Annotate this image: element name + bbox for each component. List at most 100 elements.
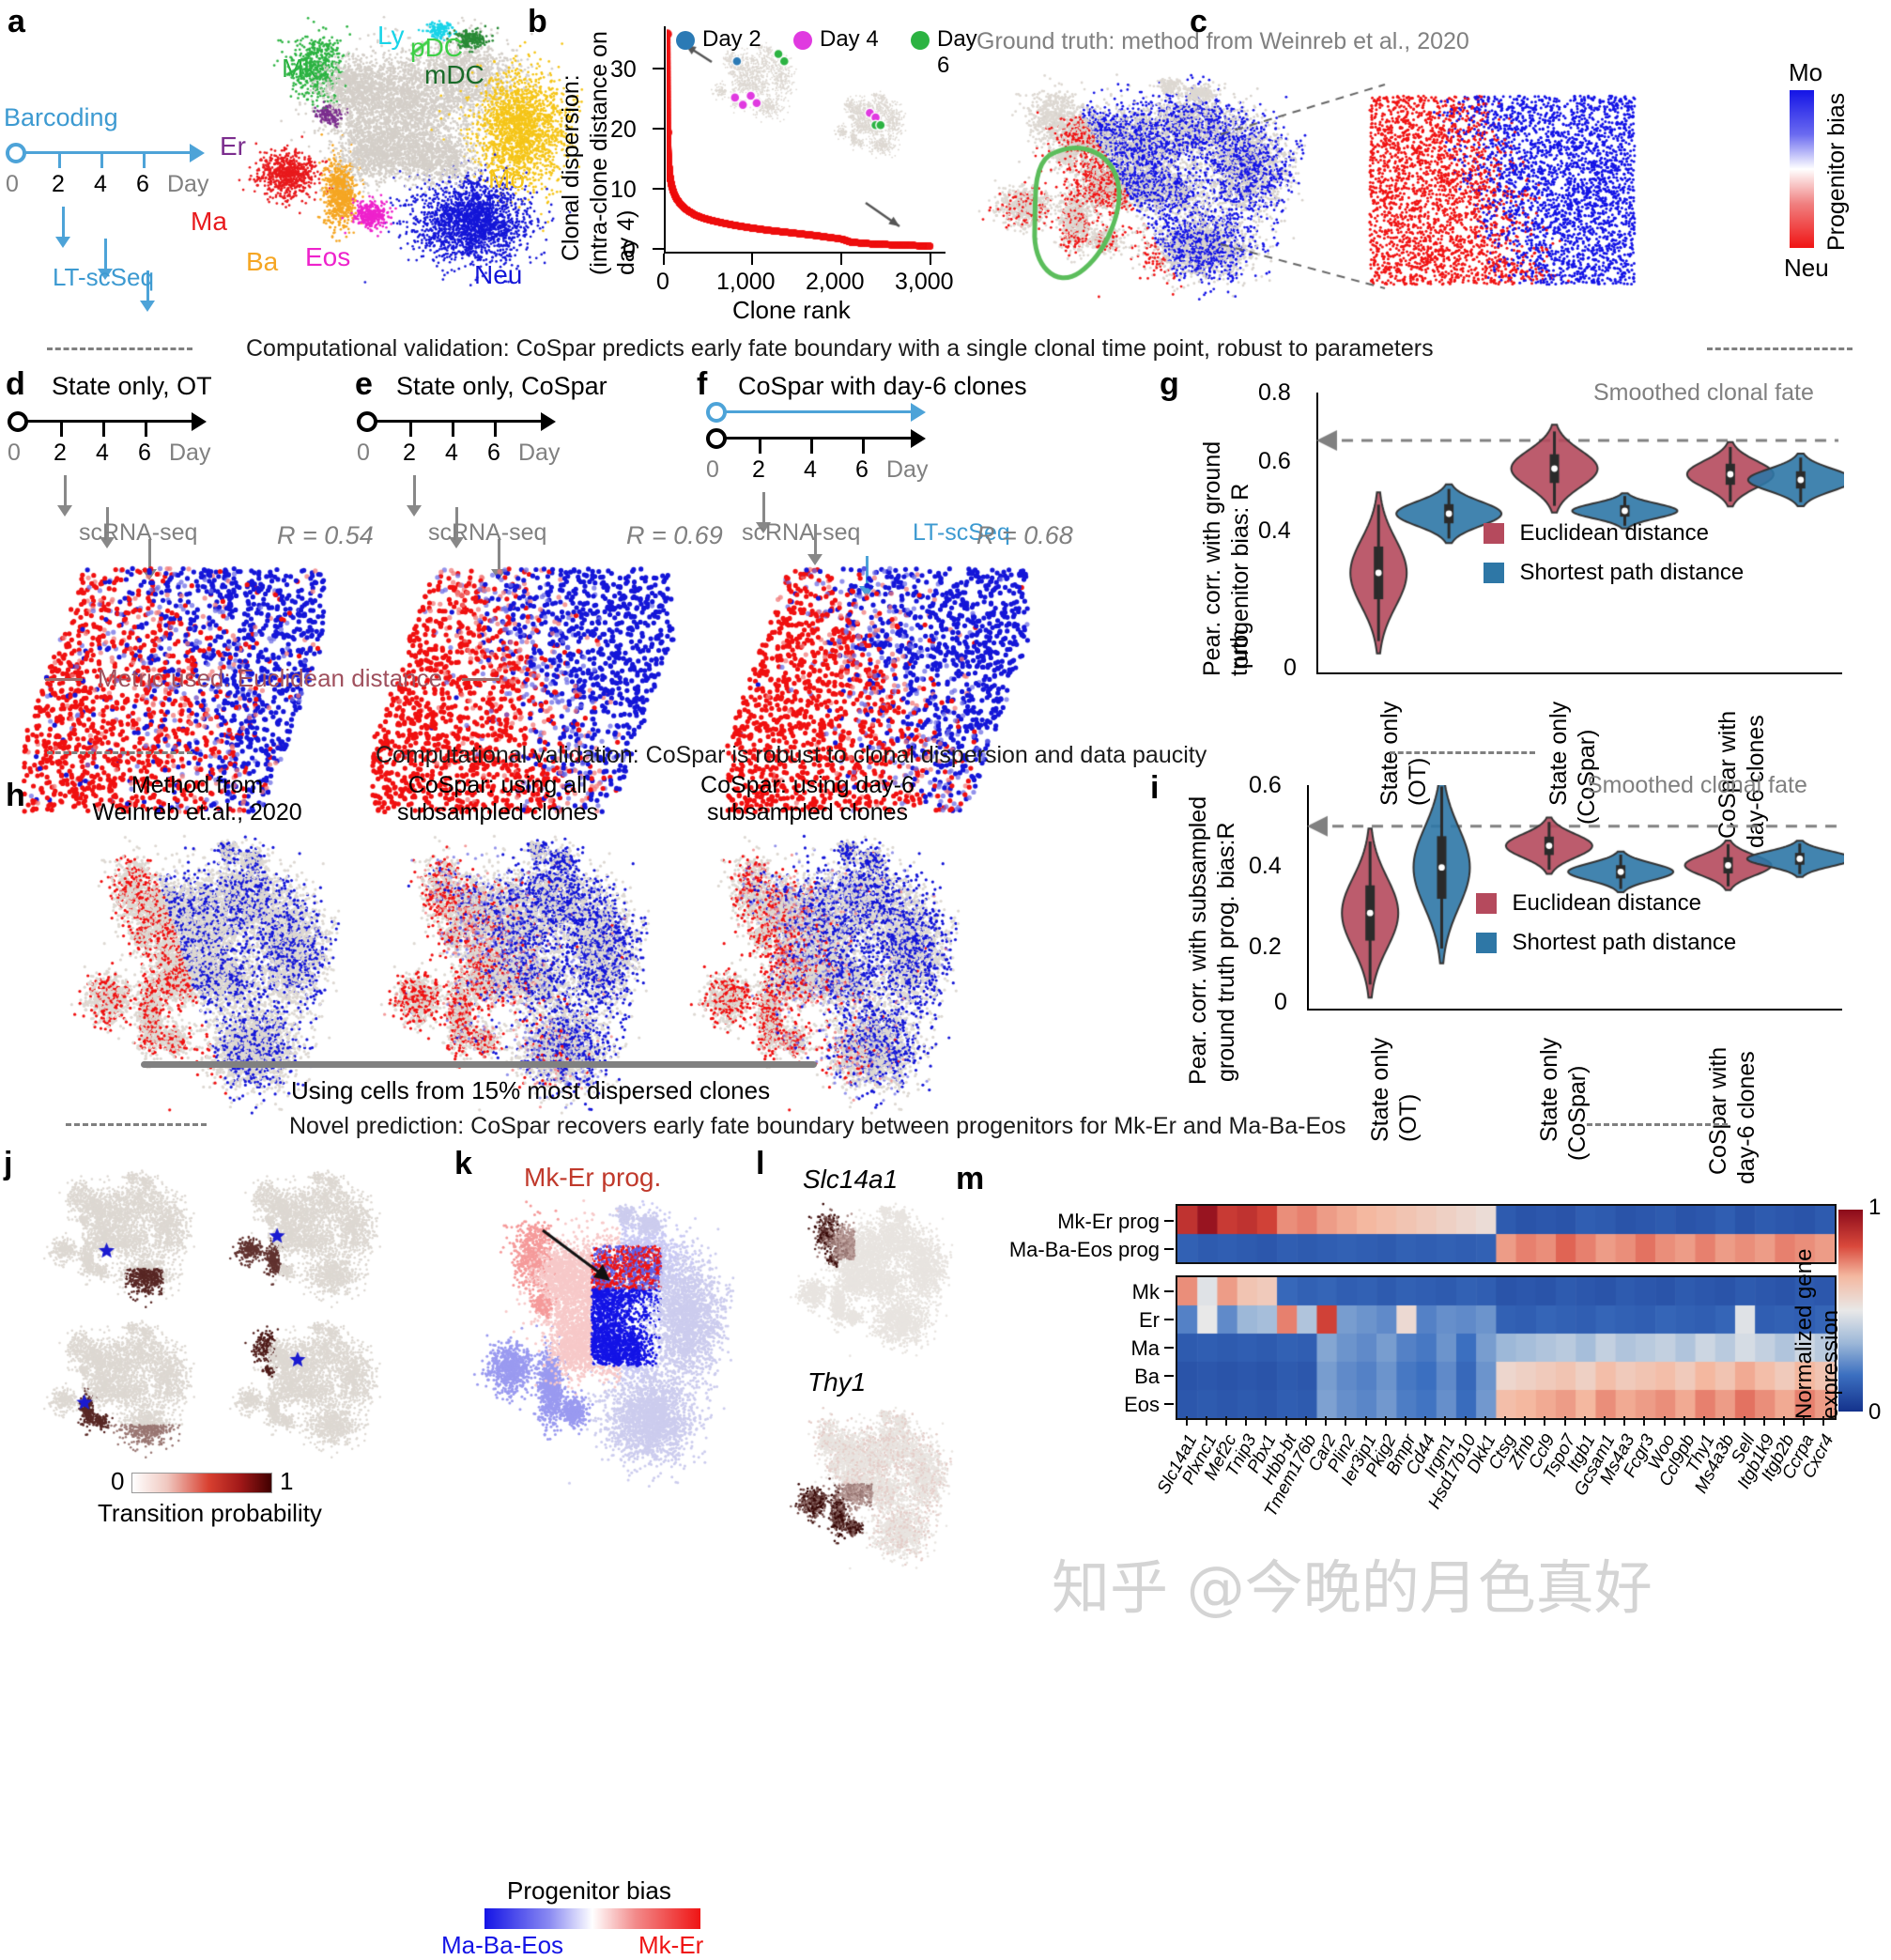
- panel-h-umap-weinreb: [38, 826, 347, 1136]
- panel-h-subtitle-1: CoSpar: using all subsampled clones: [396, 772, 598, 826]
- timeline-label-6: 6: [855, 456, 869, 483]
- timeline-label-6: 6: [487, 440, 500, 466]
- panel-g-legend-swatch-euclidean: [1484, 523, 1504, 544]
- panel-b-xtick-3000: [930, 254, 931, 265]
- timeline-tick-2: [58, 153, 61, 168]
- panel-i-xgroup-0-line2: (OT): [1395, 1093, 1422, 1142]
- timeline-tick-6: [862, 439, 865, 454]
- panel-c-colorbar-bottom-label: Neu: [1784, 254, 1829, 282]
- panel-e-title: State only, CoSpar: [396, 372, 607, 400]
- label-Ba: Ba: [246, 247, 279, 276]
- label-pDC: pDC: [410, 33, 464, 62]
- panel-f-R-value: R = 0.68: [976, 521, 1073, 549]
- panel-m-rowtick-1: [1164, 1248, 1174, 1250]
- panel-b-tick-10: [653, 188, 664, 190]
- panel-m-gene-tick: [1464, 1416, 1467, 1426]
- panel-k-annotation: Mk-Er prog.: [524, 1163, 662, 1192]
- panel-c-colorbar-top-label: Mo: [1789, 58, 1823, 86]
- panel-g-ytick-0.8: 0.8: [1258, 379, 1291, 406]
- panel-b-xaxis: [664, 252, 946, 254]
- panel-c-letter: c: [1190, 4, 1207, 39]
- panel-m-gene-labels: Slc14a1 Plxnc1 Mef2c Tnip3 Pbx1 Hbb-bt Tmem176…: [1153, 1416, 1889, 1612]
- panel-m-gene-tick: [1703, 1416, 1706, 1426]
- legend-dot-day4: [793, 31, 812, 50]
- timeline-arrow-day2: [57, 475, 72, 517]
- panel-m-gene-tick: [1663, 1416, 1666, 1426]
- panel-h-umap-cospar-day6: [657, 826, 967, 1136]
- panel-i-ytick-0: 0: [1274, 989, 1287, 1015]
- panel-h-letter: h: [6, 778, 25, 813]
- panel-m-gene-tick: [1524, 1416, 1527, 1426]
- panel-m-gene-tick: [1484, 1416, 1486, 1426]
- panel-j-transition-map-3: [23, 1315, 201, 1470]
- panel-b-xlabel-1000: 1,000: [716, 269, 776, 295]
- panel-f-scatter: [723, 559, 1033, 822]
- panel-h-umap-cospar-all: [347, 826, 657, 1136]
- panel-a-barcoding-label: Barcoding: [4, 103, 118, 131]
- panel-g-letter: g: [1160, 366, 1179, 402]
- panel-f-title: CoSpar with day-6 clones: [738, 372, 1027, 400]
- panel-m-rowtick-ma: [1164, 1347, 1174, 1349]
- panel-m-rowlabel-eos: Eos: [1124, 1393, 1160, 1416]
- panel-f-timeline: 0 2 4 6 Day: [706, 402, 978, 597]
- panel-m-rowlabel-mk: Mk: [1131, 1280, 1160, 1304]
- panel-m-gene-tick: [1364, 1416, 1367, 1426]
- panel-b-xlabel-0: 0: [656, 269, 669, 295]
- panel-i-legend-swatch-shortest: [1476, 933, 1497, 953]
- panel-j-colorbar-title: Transition probability: [98, 1499, 322, 1527]
- panel-m-gene-tick: [1265, 1416, 1268, 1426]
- panel-m-gene-tick: [1284, 1416, 1287, 1426]
- panel-m-gene-tick: [1304, 1416, 1307, 1426]
- panel-m-colorbar-min: 0: [1868, 1399, 1882, 1425]
- panel-m-gene-tick: [1245, 1416, 1248, 1426]
- panel-m-gene-tick: [1803, 1416, 1806, 1426]
- timeline-label-4: 4: [96, 440, 109, 466]
- panel-i-legend-label-euclidean: Euclidean distance: [1512, 890, 1701, 916]
- panel-m-rowtick-er: [1164, 1319, 1174, 1320]
- panel-j-colorbar-max: 1: [280, 1467, 294, 1495]
- banner2-text: Computational validation: CoSpar is robu…: [376, 742, 1207, 768]
- panel-e-R-value: R = 0.69: [626, 521, 723, 549]
- panel-m-gene-tick: [1185, 1416, 1188, 1426]
- panel-m-gene-tick: [1563, 1416, 1566, 1426]
- panel-i-xgroup-0-line1: State only: [1367, 1037, 1393, 1142]
- panel-d-R-value: R = 0.54: [277, 521, 374, 549]
- panel-i-xgroup-2-line2: day-6 clones: [1733, 1051, 1760, 1184]
- panel-a-timeline: 0 2 4 6 Day: [6, 143, 212, 312]
- timeline-label-4: 4: [94, 171, 107, 197]
- timeline-tick-6: [143, 153, 146, 168]
- panel-m-rowlabel-mk-er-prog: Mk-Er prog: [1057, 1210, 1160, 1233]
- panel-b-tick-20: [653, 128, 664, 130]
- timeline-label-0: 0: [706, 456, 719, 483]
- label-Mk: Mk: [282, 54, 317, 83]
- panel-i-ytick-0.2: 0.2: [1249, 934, 1282, 960]
- timeline-label-2: 2: [752, 456, 765, 483]
- timeline-label-4: 4: [804, 456, 817, 483]
- panel-g-ytick-0.6: 0.6: [1258, 448, 1291, 474]
- legend-dot-day2: [676, 31, 695, 50]
- panel-i-reference-label: Smoothed clonal fate: [1587, 772, 1807, 798]
- panel-g-violin-plot: [1316, 393, 1844, 674]
- panel-h-footer-rule: [141, 1061, 817, 1068]
- banner2-dash-right: [1390, 751, 1535, 754]
- panel-k-colorbar: [484, 1908, 700, 1929]
- timeline-label-0: 0: [8, 440, 21, 466]
- timeline-arrow-day6: [140, 270, 155, 312]
- banner1-dash-right: [1707, 347, 1853, 350]
- panel-j-colorbar-min: 0: [111, 1467, 125, 1495]
- panel-m-rowtick-mk: [1164, 1290, 1174, 1292]
- timeline-tick-4: [100, 153, 103, 168]
- panel-m-gene-tick: [1723, 1416, 1726, 1426]
- timeline-tick-6: [494, 422, 497, 437]
- timeline-arrow-day2: [407, 475, 422, 517]
- timeline-arrowhead: [192, 412, 207, 431]
- panel-i-xgroup-2-line1: CoSpar with: [1705, 1046, 1731, 1175]
- panel-m-rowtick-0: [1164, 1220, 1174, 1222]
- panel-f-assay-label: scRNA-seq: [742, 519, 861, 546]
- timeline-tick-4: [810, 439, 813, 454]
- panel-e-letter: e: [355, 366, 373, 402]
- timeline-label-4: 4: [445, 440, 458, 466]
- timeline-origin-circle: [357, 411, 377, 432]
- panel-m-rowlabel-ma: Ma: [1130, 1336, 1160, 1360]
- panel-m-heatmap-progenitors: [1176, 1204, 1837, 1264]
